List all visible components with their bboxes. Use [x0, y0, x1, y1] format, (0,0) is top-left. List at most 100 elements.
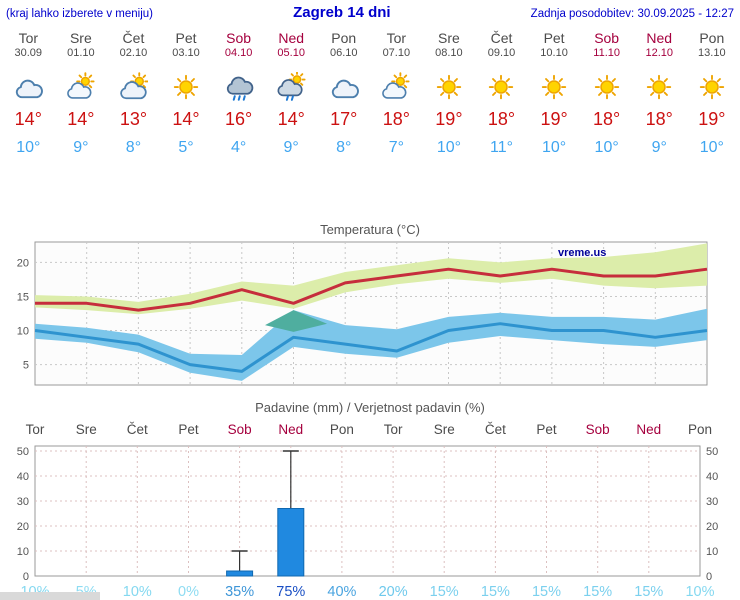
watermark: vreme.us: [558, 247, 606, 259]
cloudy-weather-icon: [2, 72, 55, 104]
sunny-weather-icon: [528, 72, 581, 104]
temperature-chart-title: Temperatura (°C): [320, 222, 420, 237]
svg-text:10: 10: [17, 326, 29, 338]
svg-text:20: 20: [17, 521, 29, 533]
sunny-weather-icon: [423, 72, 476, 104]
precip-day-label: Tor: [26, 422, 45, 437]
day-column: Tor 07.10 18° 7°: [370, 30, 423, 157]
day-date: 12.10: [645, 47, 673, 59]
max-temperature: 17°: [330, 109, 358, 129]
menu-hint: (kraj lahko izberete v meniju): [6, 8, 154, 20]
precip-probability: 40%: [327, 584, 356, 600]
day-name: Čet: [490, 30, 513, 46]
day-column: Sob 04.10 16° 4°: [212, 30, 265, 157]
precip-probability: 20%: [379, 584, 408, 600]
day-date: 13.10: [698, 47, 726, 59]
sunny-weather-icon: [633, 72, 686, 104]
svg-text:30: 30: [17, 496, 29, 508]
precipitation-bar: [226, 570, 254, 577]
precip-probability: 10%: [123, 584, 152, 600]
day-column: Sre 08.10 19° 10°: [423, 30, 476, 157]
day-column: Pet 10.10 19° 10°: [528, 30, 581, 157]
precip-day-label: Pet: [178, 422, 199, 437]
page-title: Zagreb 14 dni: [293, 4, 391, 21]
precipitation-bar: [277, 508, 305, 577]
mostly-weather-icon: [107, 72, 160, 104]
max-temperature: 18°: [487, 109, 516, 129]
horizontal-scrollbar[interactable]: [0, 592, 100, 600]
precip-day-label: Ned: [278, 422, 303, 437]
svg-text:50: 50: [17, 446, 29, 458]
partly-weather-icon: [55, 72, 108, 104]
day-date: 06.10: [329, 47, 358, 59]
day-name: Čet: [122, 30, 145, 46]
min-temperature: 10°: [699, 139, 724, 156]
svg-text:40: 40: [17, 471, 29, 483]
min-temperature: 9°: [651, 139, 667, 156]
last-update: Zadnja posodobitev: 30.09.2025 - 12:27: [530, 8, 734, 20]
precip-day-label: Tor: [384, 422, 403, 437]
max-temperature: 14°: [277, 109, 305, 129]
precip-probability: 15%: [532, 584, 561, 600]
day-column: Pon 06.10 17° 8°: [317, 30, 370, 157]
max-temperature: 14°: [172, 109, 200, 129]
precip-probability: 10%: [685, 584, 714, 600]
page-header: (kraj lahko izberete v meniju) Zagreb 14…: [0, 4, 740, 21]
svg-text:50: 50: [706, 446, 718, 458]
max-temperature: 14°: [14, 109, 42, 129]
day-column: Tor 30.09 14° 10°: [2, 30, 55, 157]
precipitation-chart-svg: 0 0 10 10 20 20 30 30 40 40 50 50 Tor Sre Čet Pet Sob Ned…: [17, 400, 719, 600]
min-temperature: 5°: [178, 139, 194, 156]
precip-day-label: Sob: [228, 422, 252, 437]
day-column: Čet 09.10 18° 11°: [475, 30, 528, 157]
max-temperature: 19°: [435, 109, 463, 129]
day-date: 05.10: [277, 47, 305, 59]
precip-probability: 15%: [634, 584, 663, 600]
showers-weather-icon: [265, 70, 318, 104]
svg-text:5: 5: [23, 360, 29, 372]
precip-day-label: Pon: [330, 422, 354, 437]
day-name: Pon: [699, 30, 725, 46]
min-temperature: 8°: [125, 139, 142, 156]
precip-probability: 15%: [430, 584, 459, 600]
svg-text:10: 10: [706, 546, 718, 558]
svg-text:40: 40: [706, 471, 718, 483]
day-date: 01.10: [67, 47, 95, 59]
svg-text:10: 10: [17, 546, 29, 558]
min-temperature: 8°: [336, 139, 352, 156]
day-name: Ned: [278, 30, 305, 46]
min-temperature: 9°: [283, 139, 299, 156]
day-column: Ned 12.10 18° 9°: [633, 30, 686, 157]
sunny-weather-icon: [160, 72, 213, 104]
day-date: 02.10: [119, 47, 148, 59]
precipitation-chart: 0 0 10 10 20 20 30 30 40 40 50 50 Tor Sre Čet Pet Sob Ned…: [0, 398, 740, 600]
day-name: Sre: [69, 30, 92, 46]
precip-day-label: Čet: [485, 422, 506, 437]
sunny-weather-icon: [475, 72, 528, 104]
day-name: Sob: [594, 30, 620, 46]
min-temperature: 10°: [16, 139, 41, 156]
forecast-days-row: Tor 30.09 14° 10° Sre 01.10 14° 9° Čet 0…: [2, 30, 738, 157]
day-date: 07.10: [382, 47, 411, 59]
svg-text:20: 20: [17, 257, 29, 269]
precip-day-label: Sob: [586, 422, 610, 437]
day-name: Sob: [226, 30, 252, 46]
day-column: Sre 01.10 14° 9°: [55, 30, 108, 157]
day-column: Pon 13.10 19° 10°: [686, 30, 739, 157]
day-name: Pet: [175, 30, 197, 46]
max-temperature: 19°: [540, 109, 568, 129]
precip-probability: 0%: [178, 584, 199, 600]
partly-weather-icon: [370, 72, 423, 104]
day-column: Ned 05.10 14° 9°: [265, 30, 318, 157]
precip-day-label: Sre: [434, 422, 455, 437]
day-name: Tor: [386, 30, 407, 46]
day-name: Pon: [331, 30, 357, 46]
day-date: 10.10: [540, 47, 568, 59]
precip-probability: 15%: [583, 584, 612, 600]
svg-text:15: 15: [17, 292, 29, 304]
precip-day-label: Čet: [127, 422, 148, 437]
day-date: 03.10: [172, 47, 200, 59]
day-date: 04.10: [224, 47, 253, 59]
sunny-weather-icon: [686, 72, 739, 104]
